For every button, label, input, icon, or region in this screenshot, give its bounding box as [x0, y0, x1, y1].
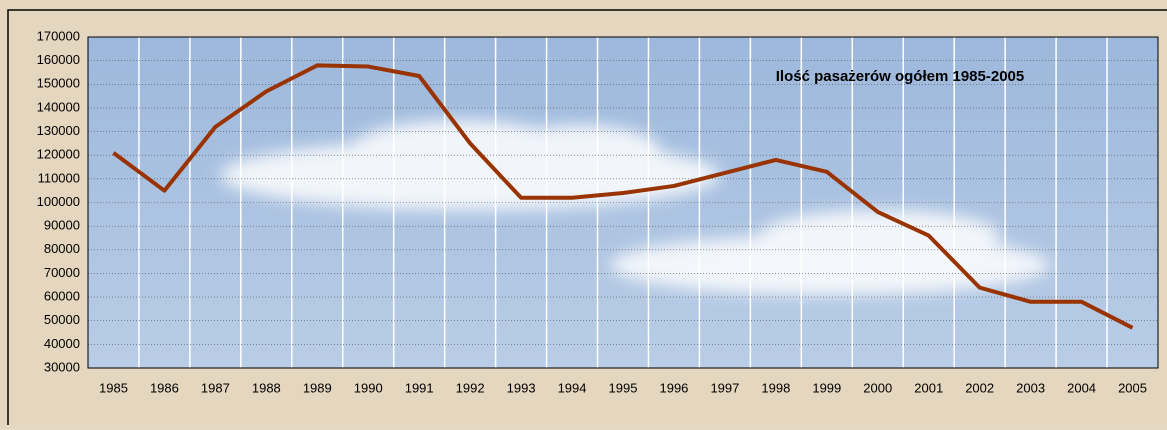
x-tick-label: 1989 [303, 380, 332, 395]
x-tick-label: 2003 [1016, 380, 1045, 395]
x-tick-label: 1987 [201, 380, 230, 395]
y-tick-label: 60000 [44, 289, 80, 304]
y-tick-label: 80000 [44, 241, 80, 256]
x-tick-label: 1991 [405, 380, 434, 395]
x-tick-label: 2001 [914, 380, 943, 395]
y-tick-label: 70000 [44, 265, 80, 280]
x-tick-label: 1999 [812, 380, 841, 395]
x-tick-label: 1997 [710, 380, 739, 395]
y-tick-label: 170000 [37, 28, 80, 43]
x-tick-label: 2000 [863, 380, 892, 395]
x-tick-label: 2004 [1067, 380, 1096, 395]
x-tick-label: 2002 [965, 380, 994, 395]
chart-title: Ilość pasażerów ogółem 1985-2005 [776, 68, 1024, 85]
y-tick-label: 100000 [37, 194, 80, 209]
chart: Ilość pasażerów ogółem 1985-2005 30000 40… [0, 0, 1167, 425]
x-tick-label: 1993 [507, 380, 536, 395]
y-tick-label: 130000 [37, 123, 80, 138]
x-tick-label: 1998 [761, 380, 790, 395]
x-tick-label: 1994 [558, 380, 587, 395]
y-tick-label: 30000 [44, 359, 80, 374]
y-tick-label: 90000 [44, 218, 80, 233]
y-tick-label: 40000 [44, 336, 80, 351]
x-tick-label: 1995 [609, 380, 638, 395]
x-tick-label: 1988 [252, 380, 281, 395]
x-tick-label: 2005 [1118, 380, 1147, 395]
x-tick-label: 1990 [354, 380, 383, 395]
x-tick-label: 1992 [456, 380, 485, 395]
x-tick-label: 1985 [99, 380, 128, 395]
y-tick-label: 50000 [44, 312, 80, 327]
y-tick-label: 140000 [37, 99, 80, 114]
x-tick-label: 1986 [150, 380, 179, 395]
y-tick-label: 150000 [37, 76, 80, 91]
x-tick-label: 1996 [659, 380, 688, 395]
y-tick-label: 120000 [37, 147, 80, 162]
y-tick-label: 110000 [38, 170, 80, 185]
y-tick-label: 160000 [37, 52, 80, 67]
